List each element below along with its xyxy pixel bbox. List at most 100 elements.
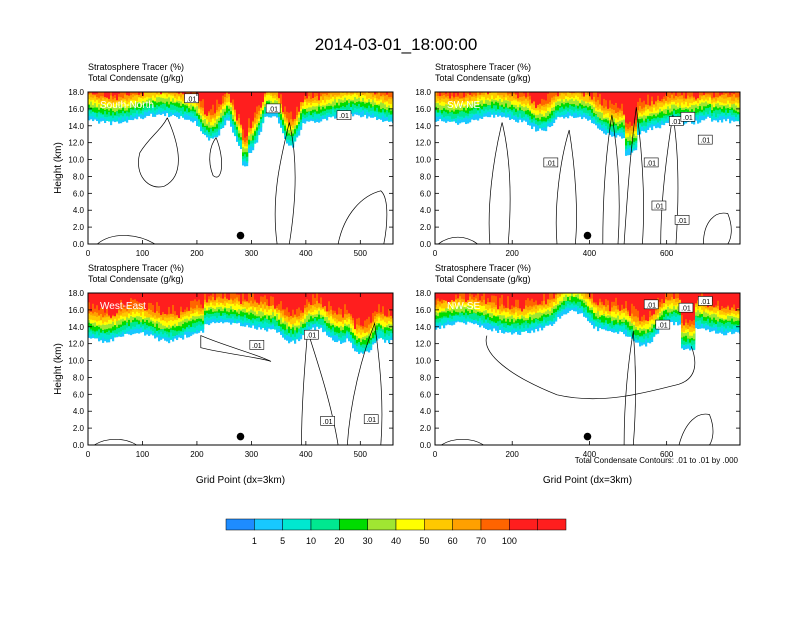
y-axis-label: Height (km): [53, 343, 64, 395]
y-tick-label: 2.0: [73, 424, 85, 433]
colorbar-swatch: [396, 519, 424, 530]
panel-subtitle-tracer: Stratosphere Tracer (%): [88, 263, 184, 273]
contour-label: .01: [681, 112, 695, 122]
colorbar-swatch: [226, 519, 254, 530]
colorbar-swatch: [481, 519, 509, 530]
panel-subtitle-condensate: Total Condensate (g/kg): [435, 73, 531, 83]
svg-text:.01: .01: [339, 113, 349, 120]
contour-label: .01: [364, 415, 378, 425]
panels: Stratosphere Tracer (%)Total Condensate …: [53, 62, 741, 486]
x-tick-label: 400: [299, 249, 313, 258]
tracer-shading: [88, 293, 394, 445]
y-axis-label: Height (km): [53, 142, 64, 194]
y-tick-label: 6.0: [73, 390, 85, 399]
panel-label: SW-NE: [447, 100, 480, 111]
y-tick-label: 10.0: [68, 357, 84, 366]
panel-subtitle-tracer: Stratosphere Tracer (%): [88, 62, 184, 72]
location-marker: [584, 433, 592, 441]
colorbar-swatch: [311, 519, 339, 530]
y-tick-label: 18.0: [68, 88, 84, 97]
y-tick-label: 16.0: [68, 306, 84, 315]
svg-text:.01: .01: [366, 417, 376, 424]
x-axis-label: Grid Point (dx=3km): [196, 475, 285, 486]
tracer-shading: [435, 293, 741, 445]
contour-label: .01: [675, 215, 689, 225]
contour-label: .01: [698, 135, 712, 145]
x-tick-label: 200: [190, 450, 204, 459]
panel-subtitle-tracer: Stratosphere Tracer (%): [435, 62, 531, 72]
y-tick-label: 14.0: [68, 323, 84, 332]
y-tick-label: 12.0: [415, 340, 431, 349]
contour-label: .01: [321, 416, 335, 426]
x-tick-label: 200: [190, 249, 204, 258]
panel-label: West-East: [100, 301, 146, 312]
colorbar-label: 50: [419, 536, 429, 546]
colorbar-label: 20: [334, 536, 344, 546]
panel-sw-ne: Stratosphere Tracer (%)Total Condensate …: [415, 62, 741, 258]
y-tick-label: 14.0: [415, 323, 431, 332]
x-tick-label: 600: [660, 249, 674, 258]
tracer-shading: [435, 92, 741, 244]
svg-text:.01: .01: [700, 138, 710, 145]
colorbar-label: 30: [363, 536, 373, 546]
y-tick-label: 4.0: [73, 206, 85, 215]
x-tick-label: 500: [354, 450, 368, 459]
x-tick-label: 300: [245, 249, 259, 258]
y-tick-label: 16.0: [415, 105, 431, 114]
y-tick-label: 6.0: [420, 390, 432, 399]
contour-label: .01: [644, 300, 658, 310]
contour-label: .01: [644, 158, 658, 168]
svg-text:.01: .01: [677, 218, 687, 225]
y-tick-label: 8.0: [420, 172, 432, 181]
contour-label: .01: [304, 330, 318, 340]
contour-label: .01: [184, 94, 198, 104]
panel-subtitle-condensate: Total Condensate (g/kg): [88, 274, 184, 284]
y-tick-label: 0.0: [420, 240, 432, 249]
colorbar-label: 40: [391, 536, 401, 546]
panel-subtitle-condensate: Total Condensate (g/kg): [435, 274, 531, 284]
colorbar-label: 60: [448, 536, 458, 546]
contour-label: .01: [652, 201, 666, 211]
y-tick-label: 6.0: [73, 189, 85, 198]
y-tick-label: 0.0: [73, 240, 85, 249]
x-tick-label: 300: [245, 450, 259, 459]
x-tick-label: 500: [354, 249, 368, 258]
panel-nw-se: Stratosphere Tracer (%)Total Condensate …: [415, 263, 741, 486]
contour-label: .01: [544, 158, 558, 168]
y-tick-label: 12.0: [415, 139, 431, 148]
y-tick-label: 8.0: [73, 373, 85, 382]
y-tick-label: 2.0: [420, 424, 432, 433]
y-tick-label: 12.0: [68, 139, 84, 148]
colorbar-swatch: [283, 519, 311, 530]
y-tick-label: 12.0: [68, 340, 84, 349]
svg-text:.01: .01: [546, 160, 556, 167]
footer-note: Total Condensate Contours: .01 to .01 by…: [575, 456, 739, 465]
contour-label: .01: [656, 320, 670, 330]
y-tick-label: 2.0: [73, 223, 85, 232]
x-tick-label: 0: [86, 450, 91, 459]
contour-label: .01: [266, 104, 280, 114]
colorbar-swatch: [538, 519, 566, 530]
svg-text:.01: .01: [646, 160, 656, 167]
y-tick-label: 10.0: [68, 156, 84, 165]
x-tick-label: 0: [433, 249, 438, 258]
location-marker: [237, 433, 245, 441]
svg-text:.01: .01: [654, 204, 664, 211]
colorbar-swatch: [424, 519, 452, 530]
svg-text:.01: .01: [323, 419, 333, 426]
colorbar-swatch: [339, 519, 367, 530]
x-tick-label: 200: [506, 450, 520, 459]
panel-subtitle-tracer: Stratosphere Tracer (%): [435, 263, 531, 273]
y-tick-label: 4.0: [73, 407, 85, 416]
colorbar-swatch: [368, 519, 396, 530]
x-axis-label: Grid Point (dx=3km): [543, 475, 632, 486]
figure-title: 2014-03-01_18:00:00: [315, 35, 478, 54]
y-tick-label: 18.0: [415, 88, 431, 97]
x-tick-label: 100: [136, 249, 150, 258]
y-tick-label: 18.0: [415, 289, 431, 298]
y-tick-label: 6.0: [420, 189, 432, 198]
colorbar-label: 10: [306, 536, 316, 546]
svg-text:.01: .01: [306, 333, 316, 340]
y-tick-label: 4.0: [420, 206, 432, 215]
